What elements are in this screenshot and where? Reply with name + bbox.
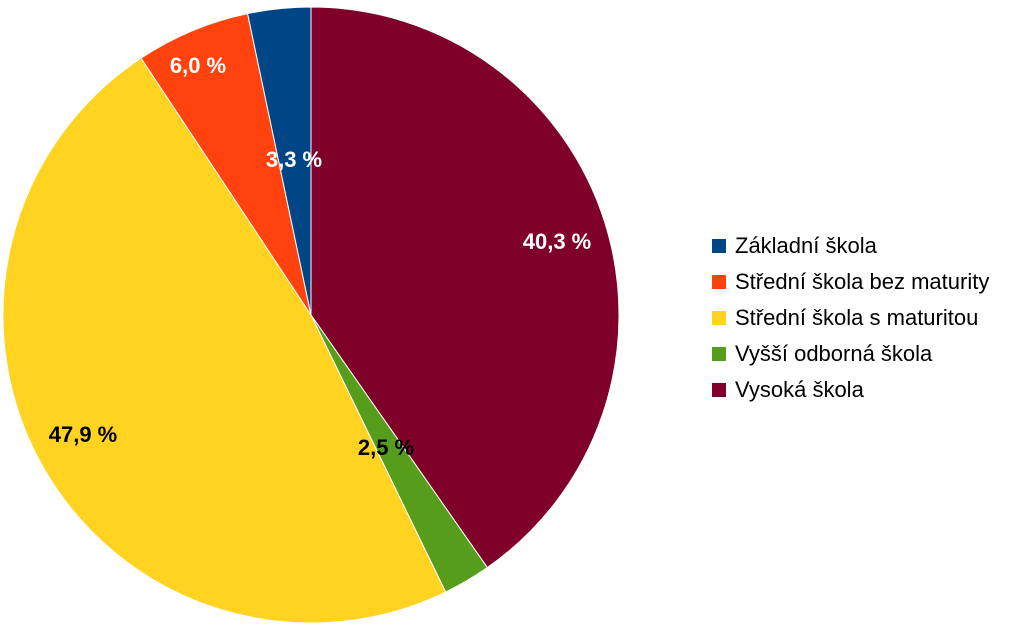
legend-label: Základní škola	[735, 233, 877, 258]
pie-slice	[310, 6, 620, 569]
legend-label: Střední škola bez maturity	[735, 269, 990, 294]
slice-data-label: 6,0 %	[170, 53, 226, 78]
pie-chart-plot: 40,3 % 2,5 % 47,9 % 6,0 % 3,3 %	[2, 6, 620, 624]
chart-legend: Základní škola Střední škola bez maturit…	[712, 228, 1022, 408]
legend-item: Vysoká škola	[712, 372, 1022, 408]
legend-item: Střední škola s maturitou	[712, 300, 1022, 336]
legend-swatch	[712, 347, 726, 361]
legend-swatch	[712, 275, 726, 289]
slice-data-label: 40,3 %	[523, 229, 592, 254]
slice-data-label: 2,5 %	[358, 435, 414, 460]
legend-label: Vysoká škola	[735, 377, 864, 402]
slice-data-label: 3,3 %	[266, 147, 322, 172]
legend-item: Střední škola bez maturity	[712, 264, 1022, 300]
legend-item: Základní škola	[712, 228, 1022, 264]
legend-item: Vyšší odborná škola	[712, 336, 1022, 372]
legend-label: Vyšší odborná škola	[735, 341, 933, 366]
pie-slice	[2, 57, 447, 624]
legend-label: Střední škola s maturitou	[735, 305, 979, 330]
legend-swatch	[712, 239, 726, 253]
slice-data-label: 47,9 %	[49, 422, 118, 447]
legend-swatch	[712, 311, 726, 325]
pie-slice	[246, 6, 312, 316]
legend-swatch	[712, 383, 726, 397]
